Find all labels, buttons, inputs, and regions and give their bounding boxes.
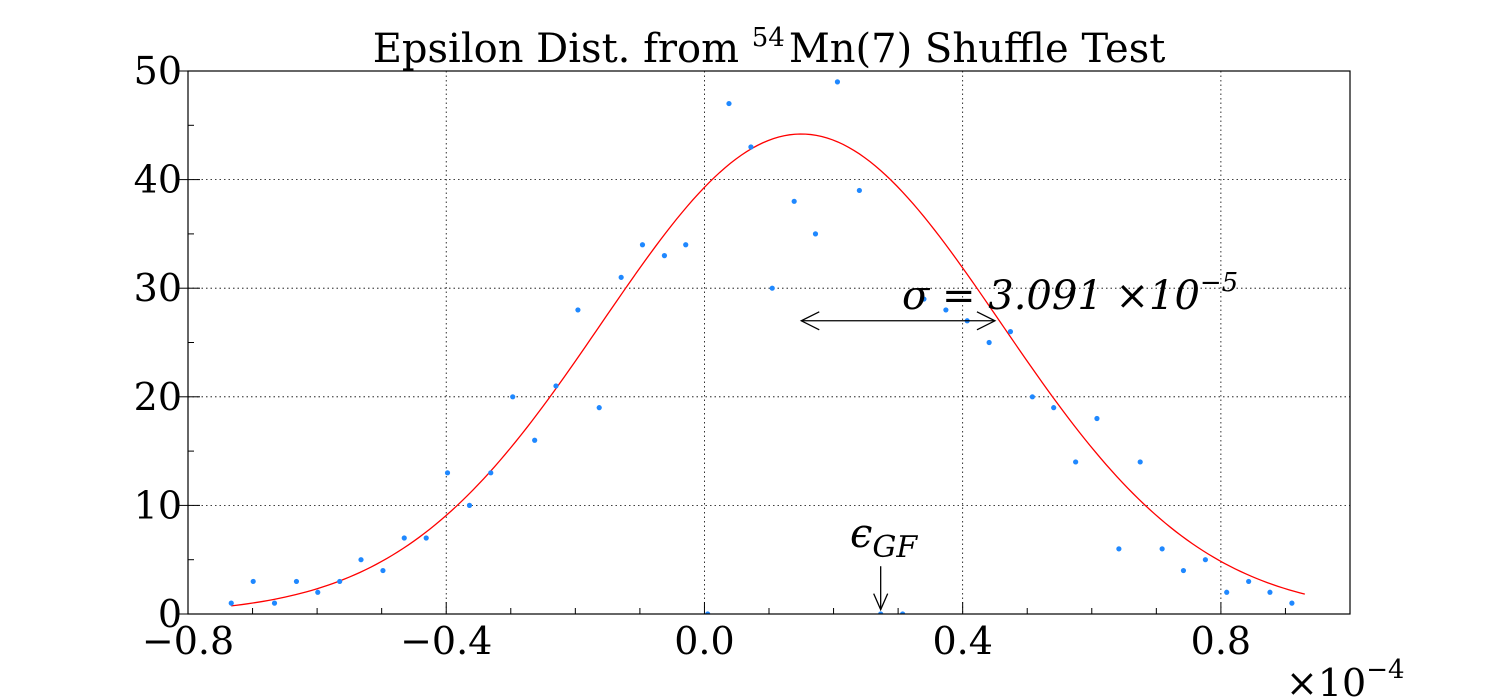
y-axis: 0 10 20 30 40 50 [134, 49, 200, 636]
data-point [358, 557, 364, 563]
data-point [423, 535, 429, 541]
data-point [834, 79, 841, 85]
x-axis-offset-label: ×10−4 [1286, 655, 1405, 700]
plot-frame [187, 70, 1351, 615]
x-tick-label: 0.0 [674, 619, 734, 663]
epsilon-gf-arrowhead [873, 593, 889, 612]
data-point [1073, 459, 1079, 465]
data-point [856, 187, 862, 194]
data-point [553, 383, 559, 389]
y-tick-label: 50 [134, 49, 182, 93]
data-point [1029, 394, 1035, 400]
data-point [1289, 600, 1295, 606]
data-point [337, 578, 343, 585]
data-point [466, 502, 473, 508]
data-point [271, 600, 278, 606]
sigma-label: σ = 3.091 ×10−5 [902, 268, 1238, 319]
data-point [1007, 329, 1014, 335]
y-tick-label: 20 [134, 375, 182, 419]
data-point [510, 394, 516, 400]
data-point [921, 296, 927, 302]
data-point [1051, 405, 1057, 411]
data-point [532, 437, 538, 443]
sigma-arrowhead-left [799, 311, 820, 331]
data-point [639, 242, 646, 248]
data-point [293, 578, 300, 585]
data-point [900, 611, 906, 614]
data-point [444, 470, 451, 476]
data-point [1159, 546, 1165, 552]
data-point [1116, 546, 1122, 552]
y-tick-label: 10 [134, 483, 182, 527]
chart-title: Epsilon Dist. from 54 Mn(7) Shuffle Test [373, 23, 1166, 72]
data-point [726, 100, 732, 107]
x-tick-label: 0.8 [1191, 619, 1251, 663]
data-point [401, 535, 407, 541]
y-tick-label: 40 [134, 158, 182, 202]
data-point [250, 578, 256, 585]
data-point [575, 307, 581, 313]
data-point [791, 198, 797, 204]
data-point [228, 600, 234, 606]
data-point [1224, 589, 1230, 595]
data-point [1094, 415, 1100, 422]
data-point [748, 144, 754, 150]
data-point [488, 470, 494, 476]
x-axis: −0.8 −0.4 0.0 0.4 0.8 [142, 602, 1351, 663]
data-point [878, 611, 884, 614]
data-point [1137, 459, 1143, 465]
gaussian-fit-line [231, 133, 1305, 607]
x-tick-label: 0.4 [932, 619, 992, 663]
data-point [380, 567, 386, 574]
data-point [769, 285, 775, 291]
data-point [596, 405, 602, 411]
data-point [812, 231, 819, 237]
epsilon-gf-annotation: ϵGF [850, 511, 918, 612]
data-point [1267, 589, 1273, 595]
data-point [1202, 557, 1208, 563]
data-point [661, 253, 668, 259]
grid [187, 70, 1350, 615]
data-point [705, 611, 711, 614]
data-point [618, 274, 624, 280]
data-point [986, 339, 992, 346]
data-point [1180, 567, 1187, 574]
data-point [683, 242, 689, 248]
data-point [943, 307, 949, 313]
data-points [228, 79, 1295, 614]
data-point [1246, 578, 1252, 585]
data-point [315, 589, 321, 595]
x-tick-label: −0.8 [142, 619, 234, 663]
y-tick-label: 30 [134, 266, 182, 310]
x-tick-label: −0.4 [400, 619, 492, 663]
sigma-annotation: σ = 3.091 ×10−5 [799, 268, 1238, 331]
sigma-arrowhead-right [976, 311, 997, 331]
y-tick-label: 0 [158, 592, 182, 636]
epsilon-gf-label: ϵGF [850, 511, 918, 565]
